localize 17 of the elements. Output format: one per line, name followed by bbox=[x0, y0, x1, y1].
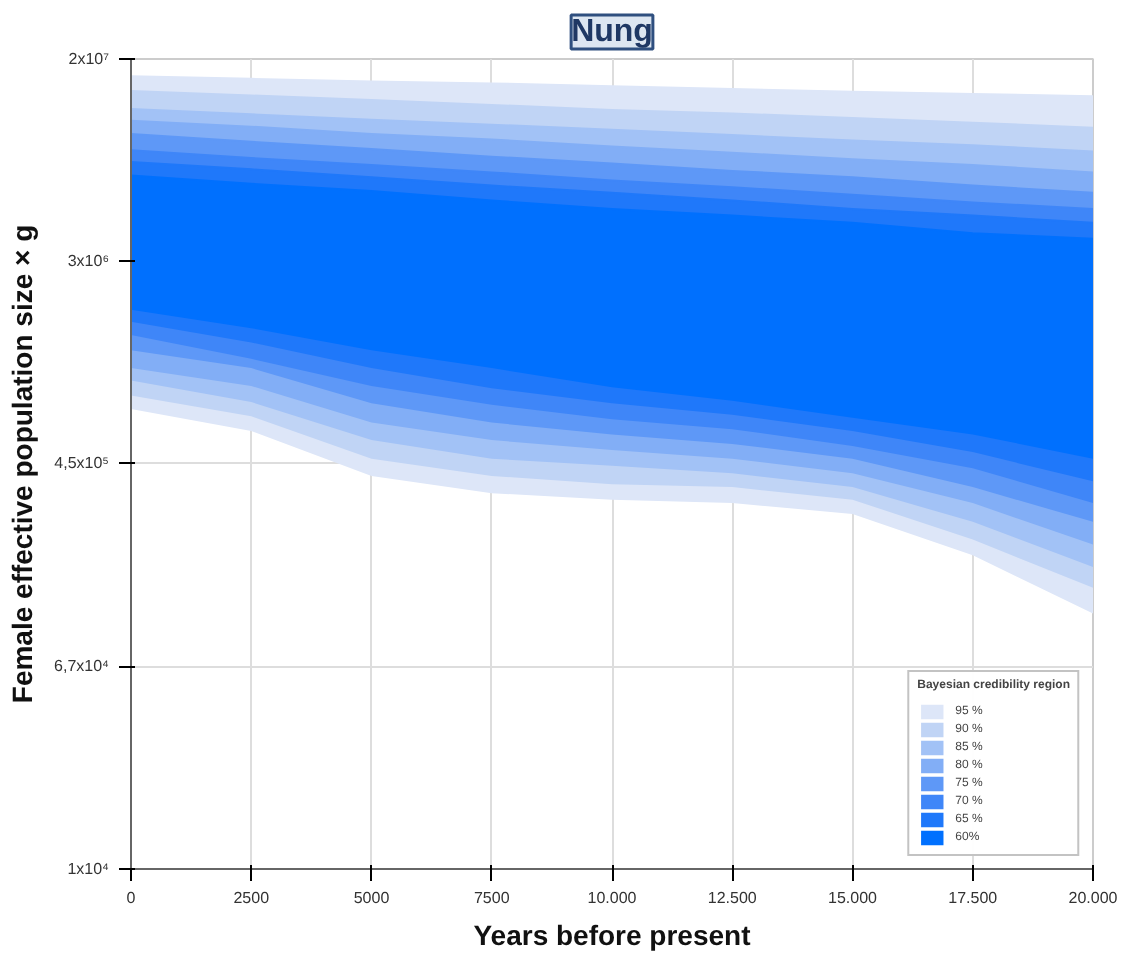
y-tick-label: 2x10⁷ bbox=[68, 50, 110, 68]
y-axis-title: Female effective population size × g bbox=[6, 224, 39, 704]
x-tick-label: 17.500 bbox=[948, 889, 999, 907]
x-axis-title: Years before present bbox=[473, 919, 752, 951]
x-tick-label: 0 bbox=[126, 889, 137, 907]
chart-title: Nung bbox=[571, 15, 653, 49]
y-tick-label: 1x10⁴ bbox=[67, 860, 111, 878]
x-tick-label: 20.000 bbox=[1068, 889, 1119, 907]
x-tick-label: 10.000 bbox=[587, 889, 638, 907]
x-tick-label: 12.500 bbox=[707, 889, 758, 907]
y-tick-label: 4,5x10⁵ bbox=[54, 454, 110, 473]
x-tick-label: 15.000 bbox=[828, 889, 879, 907]
y-tick-label: 6,7x10⁴ bbox=[54, 657, 111, 676]
y-tick-label: 3x10⁶ bbox=[67, 252, 109, 271]
x-tick-label: 2500 bbox=[233, 889, 271, 907]
x-tick-label: 7500 bbox=[473, 889, 511, 907]
x-tick-label: 5000 bbox=[353, 889, 391, 907]
